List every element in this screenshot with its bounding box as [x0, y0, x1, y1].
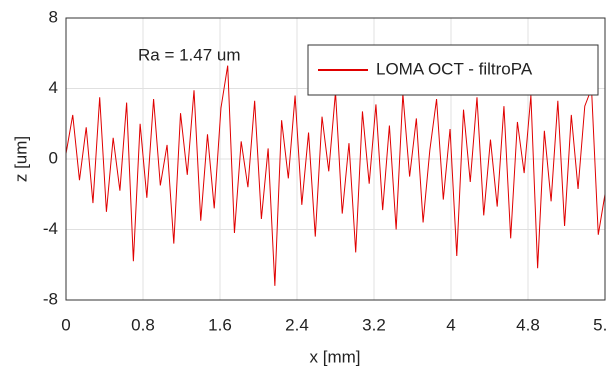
x-tick-label: 4.8: [516, 315, 540, 334]
x-tick-label: 4: [446, 315, 455, 334]
y-tick-label: -8: [43, 289, 58, 308]
plot-frame: [65, 17, 606, 301]
y-tick-label: 0: [49, 148, 58, 167]
y-tick-label: -4: [43, 219, 58, 238]
x-tick-label: 2.4: [285, 315, 309, 334]
legend-label: LOMA OCT - filtroPA: [376, 59, 533, 78]
x-axis-label: x [mm]: [310, 347, 361, 366]
y-tick-label: 8: [49, 7, 58, 26]
x-tick-label: 1.6: [208, 315, 232, 334]
x-tick-label: 5.6: [593, 315, 608, 334]
x-tick-label: 0: [61, 315, 70, 334]
x-tick-label: 0.8: [131, 315, 155, 334]
annotation: Ra = 1.47 um: [138, 45, 241, 64]
y-tick-label: 4: [49, 78, 58, 97]
x-tick-label: 3.2: [362, 315, 386, 334]
y-axis-label: z [um]: [11, 136, 30, 182]
